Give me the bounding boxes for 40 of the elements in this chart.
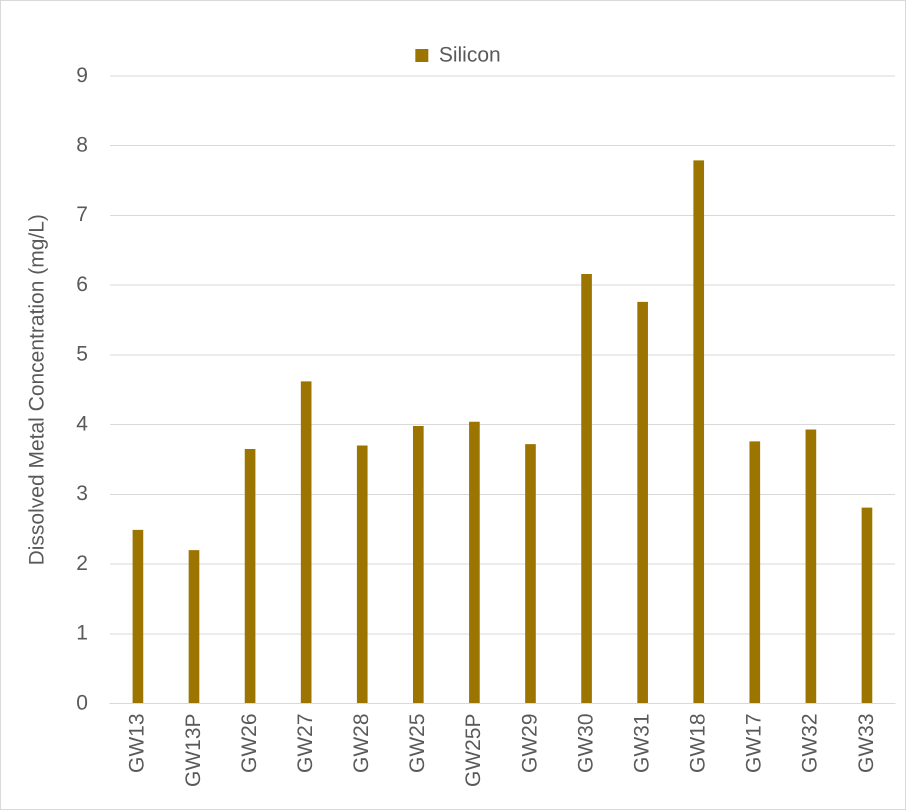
y-tick-label: 1 <box>76 622 88 645</box>
y-tick-label: 9 <box>76 64 88 87</box>
y-tick-label: 5 <box>76 342 88 366</box>
x-tick-label: GW29 <box>518 713 542 773</box>
x-tick-label: GW31 <box>630 713 654 773</box>
bar <box>749 441 760 703</box>
bar <box>132 530 144 703</box>
bar <box>244 449 256 703</box>
bar <box>637 302 648 703</box>
bar <box>412 426 424 703</box>
x-tick-label: GW13P <box>182 713 205 788</box>
x-tick-label: GW28 <box>350 713 374 773</box>
bar <box>693 160 704 703</box>
y-tick-label: 7 <box>76 203 88 226</box>
bar <box>806 429 816 703</box>
bar <box>188 550 200 703</box>
x-tick-label: GW26 <box>238 713 261 773</box>
y-axis-title: Dissolved Metal Concentration (mg/L) <box>25 214 48 566</box>
x-tick-label: GW17 <box>742 713 766 773</box>
bar <box>356 446 368 703</box>
x-tick-label: GW25P <box>462 713 486 788</box>
bar <box>581 274 592 703</box>
x-tick-label: GW13 <box>126 713 149 773</box>
bar <box>862 508 872 703</box>
x-tick-label: GW30 <box>574 713 598 773</box>
legend-label: Silicon <box>438 43 501 66</box>
bar <box>525 444 536 703</box>
y-tick-label: 8 <box>76 134 88 157</box>
x-tick-label: GW18 <box>686 713 710 773</box>
x-tick-label: GW25 <box>406 713 430 773</box>
bar <box>469 422 480 703</box>
y-tick-label: 2 <box>76 552 88 575</box>
y-tick-label: 6 <box>76 272 88 296</box>
y-tick-label: 3 <box>76 482 88 506</box>
x-tick-label: GW33 <box>854 713 878 773</box>
y-tick-label: 0 <box>76 691 88 714</box>
x-tick-label: GW27 <box>294 713 317 773</box>
x-tick-label: GW32 <box>798 713 822 773</box>
y-tick-label: 4 <box>76 412 88 436</box>
bar <box>300 381 312 703</box>
